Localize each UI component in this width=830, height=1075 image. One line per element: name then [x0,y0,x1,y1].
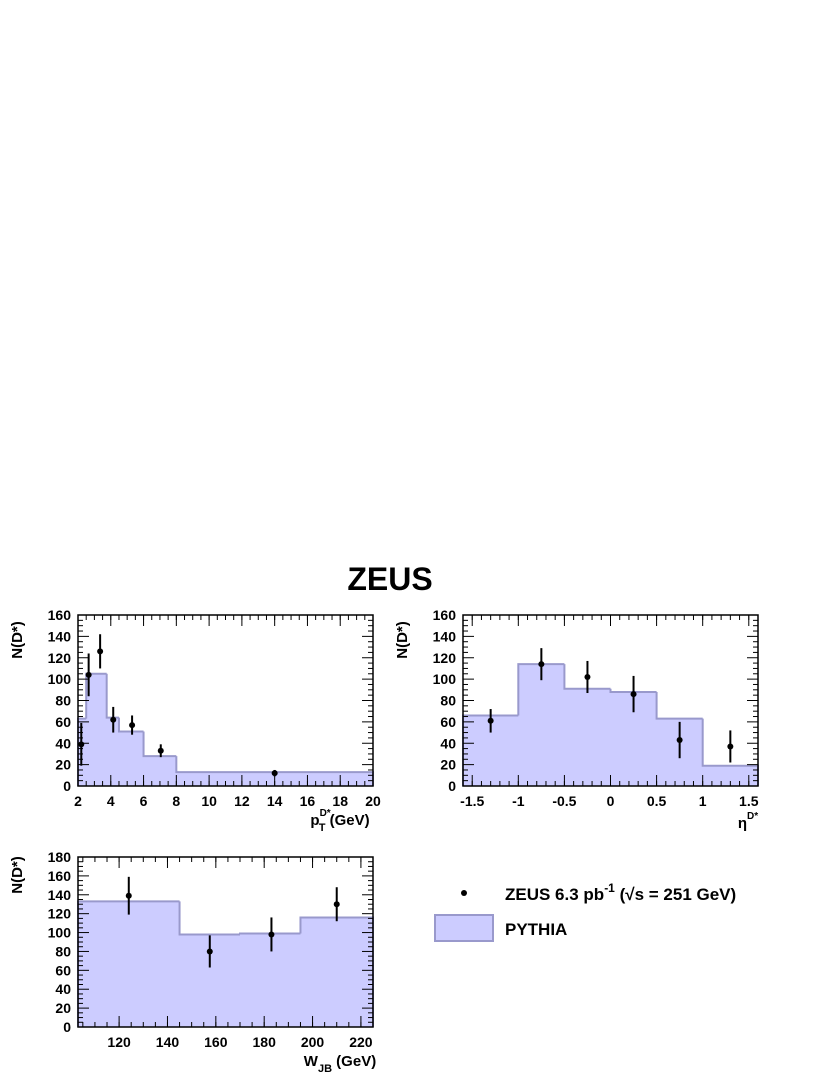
y-tick-label: 100 [48,925,72,941]
legend-mc-label: PYTHIA [505,920,567,939]
y-tick-label: 40 [440,735,456,751]
y-tick-label: 120 [433,650,457,666]
x-tick-label: 4 [107,793,115,809]
x-tick-label: 8 [172,793,180,809]
x-tick-label: 200 [301,1034,325,1050]
x-tick-label: 12 [234,793,250,809]
y-tick-label: 160 [433,607,457,623]
legend-data-marker [461,890,467,896]
mc-histogram-fill [78,901,373,1027]
data-point [268,931,275,938]
mc-bin [609,688,657,693]
y-tick-label: 160 [48,607,72,623]
x-axis-label: ηD* [738,811,758,832]
x-tick-label: 6 [140,793,148,809]
y-tick-label: 60 [55,962,71,978]
data-point [333,901,340,908]
y-axis-label: N(D*) [9,856,26,894]
mc-bin [517,663,565,716]
y-axis-label: N(D*) [9,621,26,659]
data-point [125,892,132,899]
y-axis-label: N(D*) [394,621,411,659]
y-tick-label: 80 [55,943,71,959]
y-tick-label: 0 [63,778,71,794]
x-tick-label: 20 [365,793,381,809]
x-tick-label: 180 [253,1034,277,1050]
data-point [129,722,136,729]
mc-histogram-fill [78,673,373,786]
legend-mc-swatch [434,914,494,942]
panel-eta: 0 20 40 60 80 100 120 140 160 -1.5 -1 -0.5 0 0.5 1 1.5 N… [394,607,759,832]
x-tick-label: 0.5 [647,793,667,809]
y-tick-label: 40 [55,735,71,751]
legend-data-label: ZEUS 6.3 pb-1 (√s = 251 GeV) [505,881,736,904]
legend: ZEUS 6.3 pb-1 (√s = 251 GeV) PYTHIA [434,881,736,942]
mc-bin [117,717,144,733]
y-tick-label: 0 [63,1019,71,1035]
y-tick-label: 180 [48,849,72,865]
data-point [78,741,85,748]
data-point [584,673,591,680]
x-tick-label: 1.5 [739,793,759,809]
x-tick-label: 160 [204,1034,228,1050]
figure-title: ZEUS [347,561,432,597]
y-tick-label: 120 [48,650,72,666]
y-tick-label: 20 [55,1000,71,1016]
data-point [206,948,213,955]
mc-bin [142,731,177,758]
x-tick-label: 10 [201,793,217,809]
y-tick-label: 80 [440,693,456,709]
y-tick-label: 140 [48,628,72,644]
y-tick-label: 100 [433,671,457,687]
x-tick-label: 14 [267,793,283,809]
x-tick-label: 16 [300,793,316,809]
panel-pt: 0 20 40 60 80 100 120 140 160 2 4 6 8 10 12 14 16 18 20 N(D… [9,607,381,834]
x-tick-label: -1 [512,793,525,809]
data-point [487,717,494,724]
mc-bin [655,691,703,720]
data-point [630,691,637,698]
x-tick-label: 2 [74,793,82,809]
x-tick-label: 220 [349,1034,373,1050]
x-axis-label: pD* T (GeV) [310,808,369,834]
x-tick-label: -0.5 [552,793,576,809]
x-tick-label: -1.5 [460,793,484,809]
x-tick-label: 1 [699,793,707,809]
data-point [110,716,117,723]
data-point [97,648,104,655]
mc-histogram-fill [463,664,758,786]
y-tick-label: 140 [48,887,72,903]
data-point [85,671,92,678]
y-tick-label: 80 [55,693,71,709]
y-tick-label: 140 [433,628,457,644]
y-tick-label: 120 [48,906,72,922]
y-tick-label: 60 [440,714,456,730]
y-tick-label: 20 [55,757,71,773]
y-tick-label: 60 [55,714,71,730]
data-point [676,737,683,744]
data-point [538,661,545,668]
data-point [727,743,734,750]
y-tick-label: 0 [448,778,456,794]
data-point [157,747,164,754]
panel-w: 0 20 40 60 80 100 120 140 160 180 120 140 160 180 200 2… [9,849,376,1075]
y-tick-label: 100 [48,671,72,687]
y-tick-label: 160 [48,868,72,884]
y-tick-label: 20 [440,757,456,773]
x-tick-label: 0 [607,793,615,809]
mc-bin [239,932,301,935]
data-point [271,770,278,777]
mc-bin [563,664,611,690]
x-axis-label: WJB (GeV) [304,1053,376,1075]
x-tick-label: 140 [156,1034,180,1050]
mc-bin [178,901,241,936]
y-tick-label: 40 [55,981,71,997]
x-tick-label: 18 [332,793,348,809]
x-tick-label: 120 [107,1034,131,1050]
